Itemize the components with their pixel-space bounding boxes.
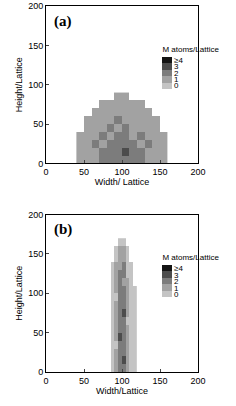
svg-text:≥4: ≥4 bbox=[174, 264, 183, 273]
svg-text:100: 100 bbox=[28, 80, 43, 90]
svg-text:0: 0 bbox=[174, 81, 179, 90]
svg-text:200: 200 bbox=[28, 210, 43, 220]
svg-text:(b): (b) bbox=[54, 221, 72, 238]
svg-text:50: 50 bbox=[33, 328, 43, 338]
svg-text:2: 2 bbox=[174, 277, 179, 286]
svg-text:3: 3 bbox=[174, 271, 179, 280]
svg-text:200: 200 bbox=[28, 1, 43, 11]
svg-text:150: 150 bbox=[152, 167, 167, 177]
svg-text:200: 200 bbox=[190, 376, 205, 386]
svg-text:Width/ Lattice: Width/ Lattice bbox=[95, 177, 150, 187]
svg-text:0: 0 bbox=[38, 159, 43, 169]
svg-text:1: 1 bbox=[174, 284, 179, 293]
svg-text:≥4: ≥4 bbox=[174, 56, 183, 65]
svg-text:(a): (a) bbox=[54, 13, 72, 30]
svg-text:3: 3 bbox=[174, 62, 179, 71]
svg-text:100: 100 bbox=[28, 288, 43, 298]
svg-text:0: 0 bbox=[43, 167, 48, 177]
svg-text:50: 50 bbox=[33, 119, 43, 129]
svg-text:150: 150 bbox=[28, 41, 43, 51]
svg-text:200: 200 bbox=[190, 167, 205, 177]
svg-text:Width/Lattice: Width/Lattice bbox=[96, 386, 148, 396]
svg-text:50: 50 bbox=[79, 376, 89, 386]
svg-text:0: 0 bbox=[43, 376, 48, 386]
svg-text:Height/Lattice: Height/Lattice bbox=[14, 266, 24, 321]
svg-text:Height/Lattice: Height/Lattice bbox=[14, 57, 24, 112]
svg-text:150: 150 bbox=[28, 249, 43, 259]
svg-text:100: 100 bbox=[114, 376, 129, 386]
svg-text:M atoms/Lattice: M atoms/Lattice bbox=[162, 253, 219, 262]
svg-text:2: 2 bbox=[174, 69, 179, 78]
svg-text:M atoms/Lattice: M atoms/Lattice bbox=[162, 45, 219, 54]
svg-text:0: 0 bbox=[38, 367, 43, 377]
svg-text:1: 1 bbox=[174, 75, 179, 84]
svg-text:50: 50 bbox=[79, 167, 89, 177]
svg-text:0: 0 bbox=[174, 290, 179, 299]
svg-text:100: 100 bbox=[114, 167, 129, 177]
svg-text:150: 150 bbox=[152, 376, 167, 386]
